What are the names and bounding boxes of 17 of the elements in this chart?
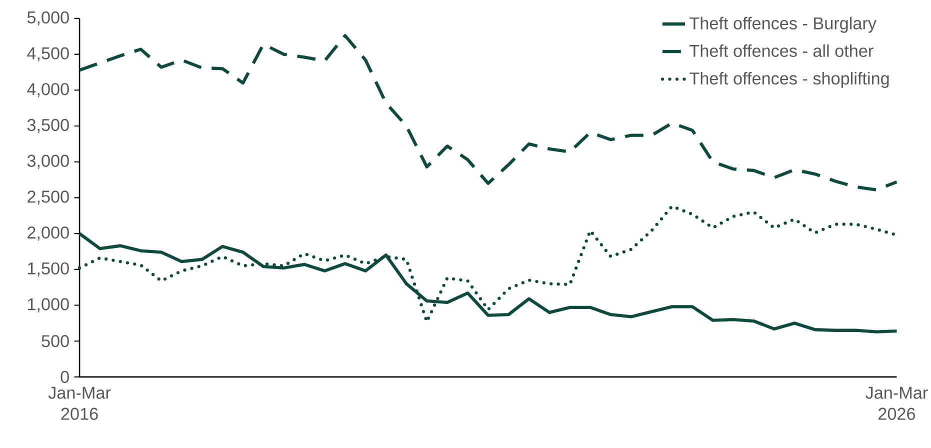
legend-label: Theft offences - all other xyxy=(690,44,874,57)
y-tick-label: 3,000 xyxy=(27,154,69,169)
legend-label: Theft offences - Burglary xyxy=(690,16,876,33)
y-tick-label: 1,000 xyxy=(28,298,69,312)
y-tick-label: 0 xyxy=(60,370,69,383)
y-tick-label: 3,500 xyxy=(27,118,69,134)
x-tick-label: Jan-Mar 2016 xyxy=(48,386,111,420)
line-series xyxy=(78,34,898,192)
y-tick-label: 500 xyxy=(42,334,69,348)
legend-label: Theft offences - shoplifting xyxy=(690,72,889,88)
y-tick-label: 4,000 xyxy=(27,83,69,98)
y-tick-label: 4,500 xyxy=(27,47,69,62)
y-tick-label: 1,500 xyxy=(28,262,69,276)
y-tick-label: 2,000 xyxy=(28,226,69,241)
y-tick-label: 2,500 xyxy=(28,190,69,205)
x-tick-label: Jan-Mar 2026 xyxy=(866,386,928,420)
y-tick-label: 5,000 xyxy=(27,11,69,26)
